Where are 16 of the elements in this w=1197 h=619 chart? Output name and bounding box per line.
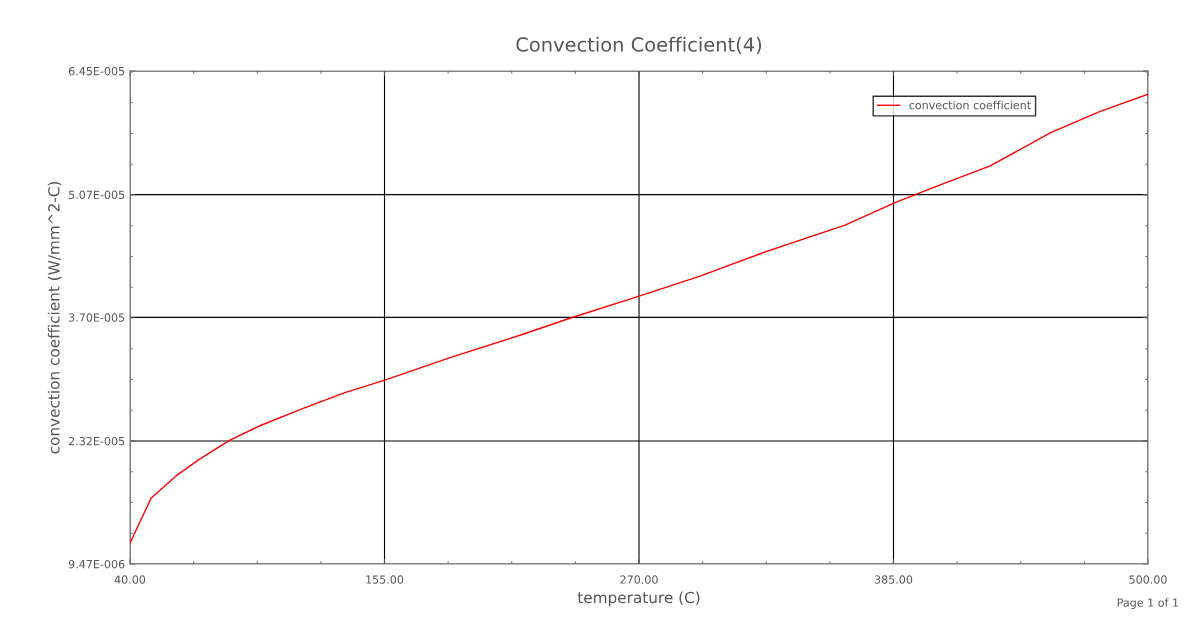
y-axis-title: convection coefficient (W/mm^2-C) [47,181,62,454]
x-tick-label: 500.00 [1129,575,1167,584]
y-tick-label: 5.07E-005 [69,190,125,200]
x-tick-label: 155.00 [366,575,404,584]
y-tick-label: 3.70E-005 [69,313,125,322]
x-tick-label: 270.00 [620,575,658,584]
x-axis-title: temperature (C) [577,591,700,607]
legend-label: convection coefficient [909,100,1031,110]
y-tick-label: 6.45E-005 [68,66,125,76]
chart-title: Convection Coefficient(4) [516,36,762,55]
y-tick-label: 2.32E-005 [68,436,125,446]
x-tick-label: 385.00 [874,575,913,584]
line-series [130,93,1148,544]
x-tick-label: 40.00 [114,575,146,584]
y-tick-label: 9.47E-006 [68,559,125,569]
text: Page 1 of 1 [1117,598,1179,609]
